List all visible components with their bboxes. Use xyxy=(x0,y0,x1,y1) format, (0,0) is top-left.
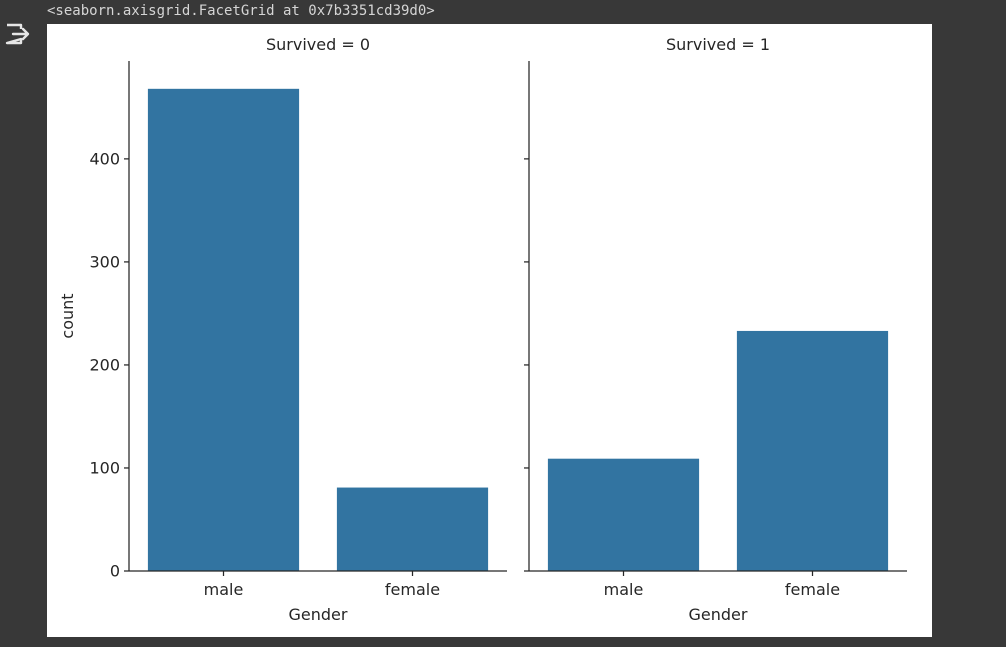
panel-1-x-tick-label-female: female xyxy=(785,580,840,599)
y-tick-label-100: 100 xyxy=(89,458,120,477)
panel-0-x-tick-label-female: female xyxy=(385,580,440,599)
output-icon[interactable] xyxy=(3,20,31,48)
y-tick-label-400: 400 xyxy=(89,149,120,168)
facet-grid-figure: count Survived = 0 0 100 200 300 400 male female… xyxy=(47,24,932,637)
y-axis-label: count xyxy=(58,293,77,338)
panel-1-bar-female xyxy=(736,330,889,571)
panel-0-x-tick-label-male: male xyxy=(204,580,244,599)
y-tick-label-0: 0 xyxy=(110,562,120,581)
y-tick-label-300: 300 xyxy=(89,252,120,271)
facet-grid-chart: count Survived = 0 0 100 200 300 400 male female… xyxy=(58,35,907,624)
panel-0-title: Survived = 0 xyxy=(266,35,370,54)
output-repr-text: <seaborn.axisgrid.FacetGrid at 0x7b3351c… xyxy=(47,3,435,19)
panel-1-bar-male xyxy=(547,458,700,571)
panel-1-title: Survived = 1 xyxy=(666,35,770,54)
panel-0-x-axis-label: Gender xyxy=(289,605,348,624)
panel-0-bar-female xyxy=(336,487,489,571)
panel-1-x-tick-label-male: male xyxy=(604,580,644,599)
panel-1-x-axis-label: Gender xyxy=(689,605,748,624)
panel-0-bar-male xyxy=(147,88,300,572)
y-tick-label-200: 200 xyxy=(89,355,120,374)
